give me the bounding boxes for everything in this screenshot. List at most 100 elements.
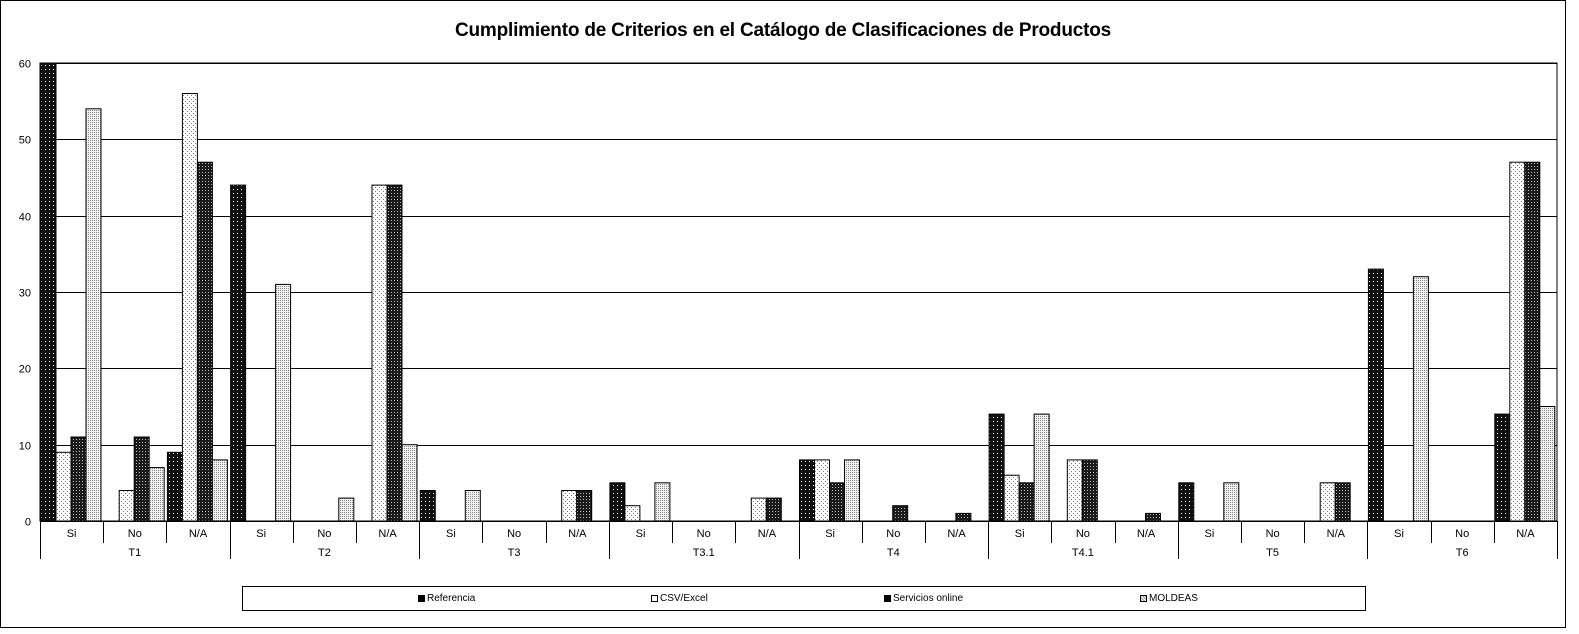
x-subcategory-label: N/A (1327, 528, 1346, 540)
y-tick-label: 0 (25, 517, 31, 529)
legend-item: Servicios online (884, 593, 963, 604)
bar (40, 62, 57, 522)
x-group-label: T2 (318, 547, 331, 559)
x-subcategory-label: No (1076, 528, 1090, 540)
bar (1524, 161, 1541, 522)
axis-layer: 0 10 20 30 40 50 60 Si No N/A T1 Si No N/A T2 Si No N/A T3… (19, 59, 1558, 559)
bar (1145, 512, 1161, 522)
x-subcategory-label: Si (1394, 528, 1404, 540)
bar (401, 444, 418, 522)
legend-swatch (884, 595, 891, 602)
bar (1178, 482, 1195, 522)
x-subcategory-label: N/A (1516, 528, 1535, 540)
legend-label: Servicios online (893, 593, 964, 604)
x-subcategory-label: Si (1015, 528, 1025, 540)
legend-swatch (418, 595, 425, 602)
bar (576, 490, 593, 522)
bar (55, 451, 72, 522)
x-subcategory-label: N/A (378, 528, 397, 540)
x-group-label: T1 (128, 547, 141, 559)
x-subcategory-label: N/A (189, 528, 208, 540)
bar (844, 459, 860, 522)
bar (70, 436, 87, 522)
bar (829, 482, 845, 522)
legend-item: CSV/Excel (651, 593, 708, 604)
bar (464, 490, 481, 522)
bar (1066, 459, 1083, 522)
x-group-label: T4 (887, 547, 900, 559)
x-subcategory-label: No (507, 528, 521, 540)
legend-label: CSV/Excel (660, 593, 708, 604)
bar (955, 512, 972, 522)
x-subcategory-label: No (128, 528, 142, 540)
legend-label: MOLDEAS (1149, 593, 1198, 604)
bar (1367, 268, 1384, 522)
x-subcategory-label: Si (825, 528, 835, 540)
x-subcategory-label: N/A (568, 528, 587, 540)
bar (1509, 161, 1526, 522)
x-subcategory-label: No (886, 528, 900, 540)
bar (196, 161, 213, 522)
bar (654, 482, 671, 522)
bar (386, 184, 403, 522)
bar (1412, 276, 1429, 522)
bar (85, 108, 102, 522)
x-subcategory-label: Si (446, 528, 456, 540)
x-subcategory-label: No (317, 528, 331, 540)
x-subcategory-label: Si (67, 528, 77, 540)
bar (371, 184, 388, 522)
bar (561, 490, 578, 522)
bar (750, 497, 767, 522)
x-group-label: T6 (1456, 547, 1469, 559)
legend: Referencia CSV/Excel Servicios online MOLDE… (242, 586, 1366, 611)
bar (118, 490, 135, 522)
x-group-label: T3.1 (693, 547, 715, 559)
bar (1223, 482, 1240, 522)
bar (133, 436, 150, 522)
bar (624, 505, 641, 522)
bars-layer (40, 62, 1556, 522)
y-tick-label: 30 (19, 288, 31, 300)
bar (166, 451, 183, 522)
bar (1319, 482, 1336, 522)
x-subcategory-label: No (1455, 528, 1469, 540)
legend-item: MOLDEAS (1140, 593, 1198, 604)
x-subcategory-label: N/A (758, 528, 777, 540)
bar (211, 459, 228, 522)
bar (765, 497, 782, 522)
bar (181, 93, 198, 522)
y-tick-label: 40 (19, 212, 31, 224)
bar (1033, 413, 1050, 522)
chart-title: Cumplimiento de Criterios en el Catálogo… (454, 20, 1112, 41)
x-subcategory-label: No (697, 528, 711, 540)
x-subcategory-label: N/A (1137, 528, 1156, 540)
x-group-label: T4.1 (1072, 547, 1094, 559)
x-group-label: T3 (508, 547, 521, 559)
grid-layer (39, 62, 1558, 522)
x-subcategory-label: Si (1205, 528, 1215, 540)
bar (1494, 413, 1511, 522)
bar (230, 184, 247, 522)
y-tick-label: 10 (19, 441, 31, 453)
bar (609, 482, 626, 522)
bar (1081, 459, 1098, 522)
legend-swatch (651, 595, 658, 602)
bar (419, 490, 436, 522)
legend-label: Referencia (427, 593, 476, 604)
x-group-label: T5 (1266, 547, 1279, 559)
bar (799, 459, 815, 522)
bar (148, 467, 165, 522)
y-tick-label: 20 (19, 364, 31, 376)
x-subcategory-label: No (1266, 528, 1280, 540)
y-tick-label: 50 (19, 135, 31, 147)
bar (988, 413, 1005, 522)
bar (814, 459, 830, 522)
bar (1334, 482, 1351, 522)
x-subcategory-label: Si (256, 528, 266, 540)
bar (892, 505, 909, 522)
legend-swatch (1140, 595, 1147, 602)
bar (1018, 482, 1035, 522)
bar (275, 283, 292, 522)
bar (1003, 474, 1020, 522)
